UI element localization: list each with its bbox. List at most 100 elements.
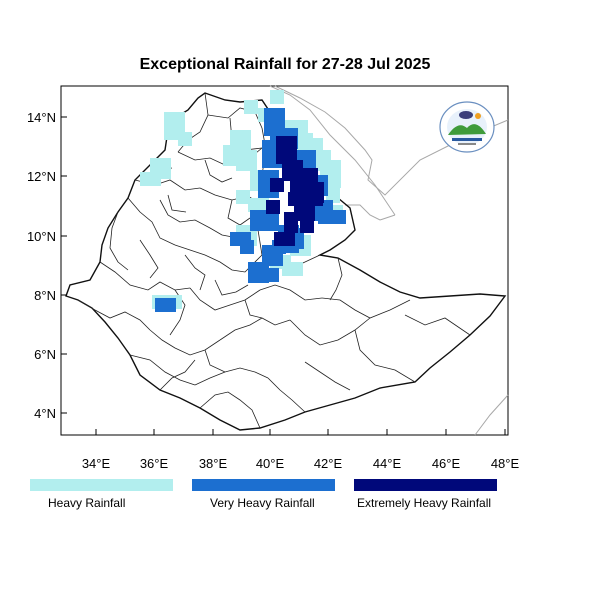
very-heavy-rainfall-cell <box>247 247 254 254</box>
heavy-rainfall-cell <box>178 112 185 119</box>
heavy-rainfall-cell <box>262 205 269 212</box>
extreme-rainfall-cell <box>266 207 273 214</box>
heavy-rainfall-cell <box>230 137 237 144</box>
extreme-rainfall-cell <box>307 212 314 219</box>
heavy-rainfall-cell <box>250 150 257 157</box>
extreme-rainfall-cell <box>296 182 303 189</box>
very-heavy-rainfall-cell <box>262 140 269 147</box>
heavy-rainfall-cell <box>237 130 244 137</box>
extreme-rainfall-cell <box>300 212 307 219</box>
heavy-rainfall-cell <box>333 196 340 203</box>
very-heavy-rainfall-cell <box>262 262 269 269</box>
very-heavy-rainfall-cell <box>264 108 271 115</box>
extreme-rainfall-cell <box>311 175 318 182</box>
heavy-rainfall-cell <box>157 158 164 165</box>
extreme-rainfall-cell <box>277 178 284 185</box>
very-heavy-rainfall-cell <box>312 207 319 214</box>
rainfall-cells <box>140 90 346 312</box>
extreme-rainfall-cell <box>307 226 314 233</box>
very-heavy-rainfall-cell <box>265 268 272 275</box>
very-heavy-rainfall-cell <box>248 262 255 269</box>
very-heavy-rainfall-cell <box>240 240 247 247</box>
extreme-rainfall-cell <box>282 174 289 181</box>
heavy-rainfall-cell <box>306 133 313 140</box>
heavy-rainfall-cell <box>243 164 250 171</box>
extreme-rainfall-cell <box>294 200 301 207</box>
heavy-rainfall-cell <box>178 132 185 139</box>
very-heavy-rainfall-cell <box>262 147 269 154</box>
very-heavy-rainfall-cell <box>240 247 247 254</box>
extreme-rainfall-cell <box>290 143 297 150</box>
extreme-rainfall-cell <box>300 219 307 226</box>
lat-tick-label: 4°N <box>34 406 56 421</box>
heavy-rainfall-cell <box>250 184 257 191</box>
very-heavy-rainfall-cell <box>248 276 255 283</box>
heavy-rainfall-cell <box>250 164 257 171</box>
lat-tick-label: 6°N <box>34 347 56 362</box>
very-heavy-rainfall-cell <box>264 115 271 122</box>
heavy-rainfall-cell <box>316 145 323 152</box>
extreme-rainfall-cell <box>288 232 295 239</box>
heavy-rainfall-cell <box>289 269 296 276</box>
heavy-rainfall-cell <box>236 157 243 164</box>
heavy-rainfall-cell <box>171 126 178 133</box>
very-heavy-rainfall-cell <box>339 217 346 224</box>
very-heavy-rainfall-cell <box>257 224 264 231</box>
heavy-rainfall-cell <box>147 172 154 179</box>
very-heavy-rainfall-cell <box>162 298 169 305</box>
very-heavy-rainfall-cell <box>276 252 283 259</box>
extreme-rainfall-cell <box>307 219 314 226</box>
very-heavy-rainfall-cell <box>237 232 244 239</box>
very-heavy-rainfall-cell <box>270 128 277 135</box>
extreme-rainfall-cell <box>316 192 323 199</box>
very-heavy-rainfall-cell <box>258 170 265 177</box>
very-heavy-rainfall-cell <box>269 147 276 154</box>
heavy-rainfall-cell <box>236 197 243 204</box>
heavy-rainfall-cell <box>282 269 289 276</box>
very-heavy-rainfall-cell <box>312 214 319 221</box>
legend-label-extreme: Extremely Heavy Rainfall <box>357 496 492 510</box>
heavy-rainfall-cell <box>236 190 243 197</box>
very-heavy-rainfall-cell <box>269 154 276 161</box>
heavy-rainfall-cell <box>320 160 327 167</box>
extreme-rainfall-cell <box>310 182 317 189</box>
extreme-rainfall-cell <box>291 226 298 233</box>
very-heavy-rainfall-cell <box>278 225 285 232</box>
heavy-rainfall-cell <box>244 145 251 152</box>
extreme-rainfall-cell <box>277 185 284 192</box>
extreme-rainfall-cell <box>283 143 290 150</box>
very-heavy-rainfall-cell <box>258 275 265 282</box>
extreme-rainfall-cell <box>301 207 308 214</box>
very-heavy-rainfall-cell <box>302 164 309 171</box>
very-heavy-rainfall-cell <box>270 135 277 142</box>
heavy-rainfall-cell <box>334 167 341 174</box>
heavy-rainfall-cell <box>243 150 250 157</box>
extreme-rainfall-cell <box>296 160 303 167</box>
very-heavy-rainfall-cell <box>230 239 237 246</box>
lat-tick-label: 8°N <box>34 288 56 303</box>
heavy-rainfall-cell <box>333 182 340 189</box>
agency-logo <box>439 101 495 153</box>
heavy-rainfall-cell <box>302 145 309 152</box>
extreme-rainfall-cell <box>290 175 297 182</box>
very-heavy-rainfall-cell <box>257 210 264 217</box>
heavy-rainfall-cell <box>299 133 306 140</box>
very-heavy-rainfall-cell <box>302 150 309 157</box>
very-heavy-rainfall-cell <box>248 269 255 276</box>
heavy-rainfall-cell <box>304 235 311 242</box>
extreme-rainfall-cell <box>294 207 301 214</box>
extreme-rainfall-cell <box>284 219 291 226</box>
legend-label-very-heavy: Very Heavy Rainfall <box>210 496 315 510</box>
very-heavy-rainfall-cell <box>265 191 272 198</box>
heavy-rainfall-cell <box>175 295 182 302</box>
heavy-rainfall-cell <box>302 138 309 145</box>
extreme-rainfall-cell <box>304 168 311 175</box>
extreme-rainfall-cell <box>291 219 298 226</box>
very-heavy-rainfall-cell <box>269 259 276 266</box>
heavy-rainfall-cell <box>178 139 185 146</box>
extreme-rainfall-cell <box>282 167 289 174</box>
very-heavy-rainfall-cell <box>297 242 304 249</box>
very-heavy-rainfall-cell <box>272 217 279 224</box>
legend-swatch-extreme <box>354 479 497 491</box>
extreme-rainfall-cell <box>308 200 315 207</box>
